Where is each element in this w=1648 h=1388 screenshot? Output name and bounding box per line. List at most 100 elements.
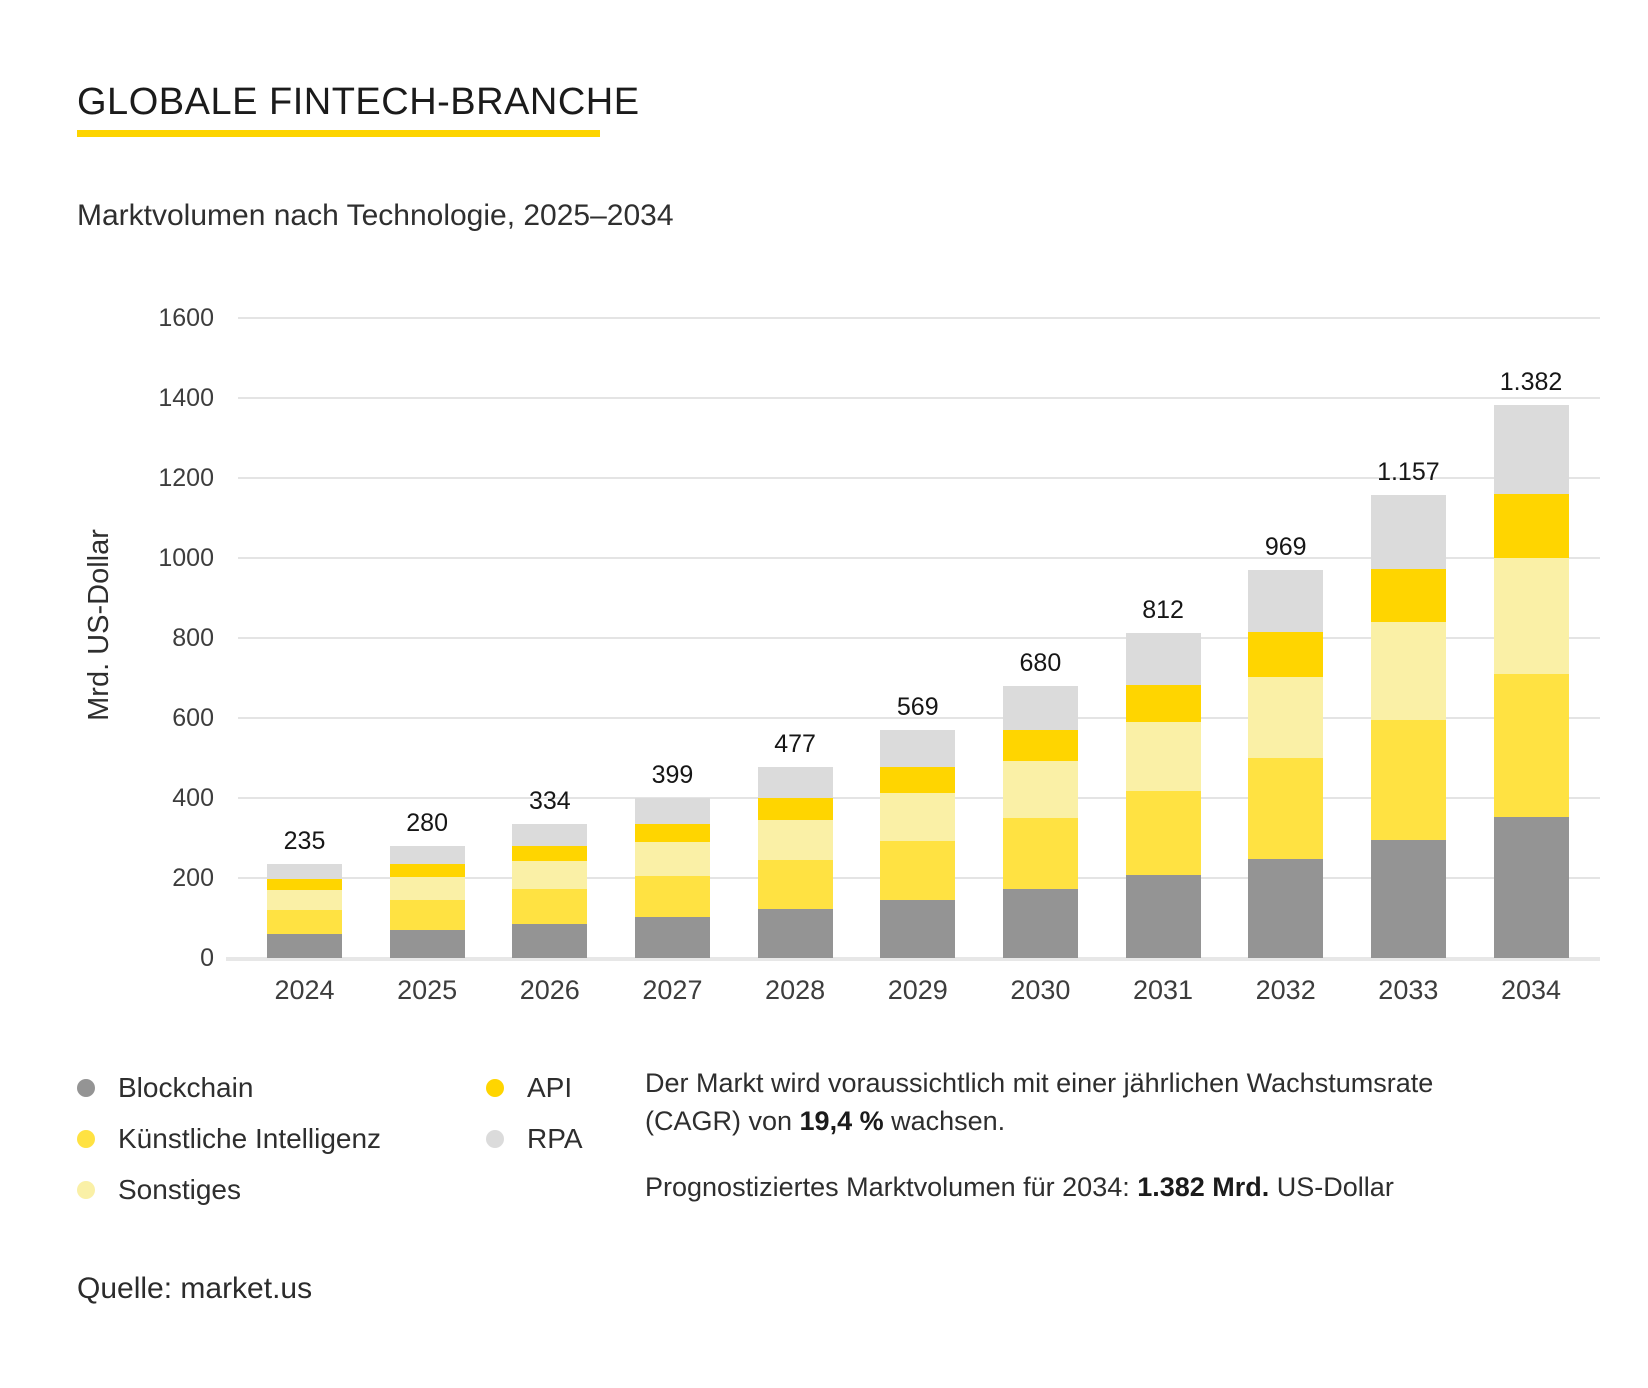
page-subtitle: Marktvolumen nach Technologie, 2025–2034	[77, 199, 674, 232]
legend-column: Blockchain Künstliche Intelligenz Sonstige…	[77, 1062, 486, 1215]
bar-2025	[389, 846, 465, 958]
bar-2029	[880, 730, 956, 958]
x-tick-label: 2025	[397, 975, 458, 1005]
legend-label: Künstliche Intelligenz	[118, 1122, 382, 1154]
bar-segment-2032	[1248, 859, 1324, 958]
bar-2034	[1493, 405, 1569, 958]
x-tick-label: 2026	[519, 975, 580, 1005]
legend-item: Blockchain	[77, 1062, 486, 1113]
bar-segment-2028	[757, 797, 833, 820]
x-tick-label: 2029	[887, 975, 948, 1005]
legend-item: Künstliche Intelligenz	[77, 1113, 486, 1164]
bar-segment-2031	[1125, 875, 1201, 958]
bar-segment-2034	[1493, 557, 1569, 674]
bar-total-label: 280	[406, 809, 448, 837]
forecast-note: Prognostiziertes Marktvolumen für 2034: …	[645, 1168, 1485, 1206]
bar-segment-2033	[1370, 495, 1446, 570]
bar-total-label: 969	[1264, 533, 1307, 562]
bar-total-label: 334	[528, 787, 571, 816]
y-tick-label: 400	[172, 784, 214, 812]
x-tick-label: 2032	[1255, 975, 1316, 1005]
growth-note-text: Der Markt wird voraussichtlich mit einer…	[645, 1068, 1434, 1136]
bar-segment-2031	[1125, 685, 1201, 723]
bar-segment-2024	[267, 909, 342, 934]
forecast-note-bold: 1.382 Mrd.	[1137, 1172, 1270, 1202]
bar-segment-2031	[1125, 790, 1201, 876]
bar-2028	[757, 767, 833, 958]
gridline	[238, 557, 1600, 559]
legend-dot-icon	[77, 1129, 95, 1148]
bar-segment-2030	[1002, 686, 1078, 730]
bar-segment-2029	[880, 767, 956, 794]
bar-segment-2028	[757, 819, 833, 860]
legend-dot-icon	[486, 1129, 504, 1148]
bar-2024	[267, 864, 342, 958]
bar-total-label: 569	[896, 693, 939, 722]
legend-label: Blockchain	[118, 1071, 254, 1103]
bar-segment-2024	[267, 864, 342, 880]
bar-segment-2027	[634, 842, 710, 876]
y-tick-label: 1600	[158, 304, 214, 332]
notes-block: Der Markt wird voraussichtlich mit einer…	[645, 1064, 1485, 1206]
bar-segment-2034	[1493, 817, 1569, 958]
growth-note: Der Markt wird voraussichtlich mit einer…	[645, 1064, 1485, 1140]
bar-segment-2030	[1002, 729, 1078, 761]
bar-segment-2032	[1248, 676, 1324, 759]
bar-segment-2030	[1002, 818, 1078, 889]
bar-segment-2030	[1002, 760, 1078, 819]
bar-segment-2032	[1248, 632, 1324, 677]
page-title: GLOBALE FINTECH-BRANCHE	[77, 81, 640, 123]
bar-segment-2025	[389, 864, 465, 877]
bar-segment-2031	[1125, 633, 1201, 686]
bar-segment-2028	[757, 909, 833, 958]
bar-segment-2031	[1125, 722, 1201, 791]
bar-segment-2033	[1370, 569, 1446, 623]
bar-segment-2025	[389, 929, 465, 958]
bar-segment-2024	[267, 934, 342, 958]
bar-total-label: 235	[283, 827, 326, 855]
legend-dot-icon	[77, 1180, 95, 1199]
bar-segment-2029	[880, 900, 956, 958]
gridline	[238, 317, 1600, 319]
bar-segment-2030	[1002, 888, 1078, 958]
bar-segment-2026	[512, 846, 588, 862]
x-tick-label: 2034	[1500, 975, 1562, 1005]
title-underline	[77, 130, 600, 137]
bar-total-label: 812	[1142, 596, 1184, 625]
bar-segment-2032	[1248, 758, 1324, 860]
gridline	[238, 397, 1600, 399]
bar-total-label: 1.157	[1377, 458, 1440, 487]
x-tick-label: 2030	[1010, 975, 1071, 1005]
x-axis-baseline	[226, 957, 1600, 961]
bar-segment-2027	[634, 875, 710, 918]
bar-segment-2026	[512, 824, 588, 847]
bar-total-label: 680	[1019, 649, 1062, 677]
bar-2032	[1248, 570, 1324, 958]
bar-segment-2033	[1370, 840, 1446, 958]
bar-2026	[512, 824, 588, 958]
forecast-note-suffix: US-Dollar	[1269, 1172, 1394, 1202]
legend-label: RPA	[527, 1122, 583, 1154]
chart-legend: Blockchain Künstliche Intelligenz Sonstige…	[77, 1062, 583, 1215]
bar-segment-2027	[634, 823, 710, 843]
bar-segment-2034	[1493, 405, 1569, 495]
bar-segment-2029	[880, 840, 956, 900]
bar-segment-2029	[880, 730, 956, 768]
bar-segment-2027	[634, 798, 710, 824]
bar-segment-2034	[1493, 494, 1569, 558]
growth-note-bold: 19,4 %	[799, 1106, 884, 1136]
source-note: Quelle: market.us	[77, 1272, 313, 1305]
bar-total-label: 399	[651, 761, 694, 790]
bar-total-label: 477	[774, 730, 816, 759]
legend-dot-icon	[77, 1078, 95, 1097]
bar-2030	[1002, 686, 1078, 958]
y-tick-label: 0	[200, 944, 214, 972]
bar-segment-2028	[757, 767, 833, 798]
bar-segment-2025	[389, 900, 465, 930]
gridline	[238, 477, 1600, 479]
bar-2033	[1370, 495, 1446, 958]
legend-label: API	[527, 1071, 573, 1103]
bar-segment-2033	[1370, 719, 1446, 840]
legend-column: API RPA	[486, 1062, 583, 1215]
